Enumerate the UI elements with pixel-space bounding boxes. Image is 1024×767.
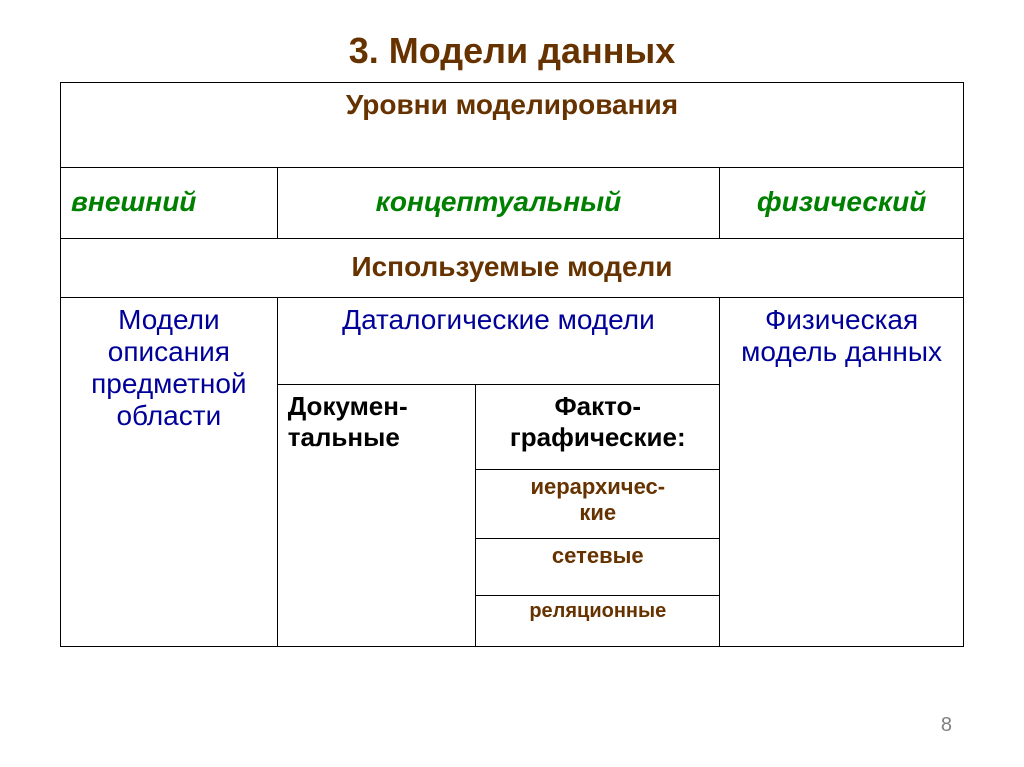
level-conceptual-text: концептуальный [376,186,622,217]
header-used-models: Используемые модели [61,239,964,298]
model-physical-text: Физическая модель данных [741,304,942,367]
level-physical: физический [720,168,964,239]
header-modeling-levels: Уровни моделирования [61,83,964,168]
model-hierarchical: иерархичес-кие [476,470,720,539]
page-number: 8 [941,714,952,737]
model-relational: реляционные [476,596,720,647]
model-factographic: Факто-графические: [476,385,720,470]
model-hierarchical-text: иерархичес-кие [530,474,665,525]
model-domain-description-text: Модели описания предметной области [91,304,246,431]
model-relational-text: реляционные [529,600,666,622]
model-datalogical: Даталогические модели [277,298,719,385]
slide: 3. Модели данных Уровни моделирования вн… [0,0,1024,767]
model-network-text: сетевые [552,543,644,568]
model-domain-description: Модели описания предметной области [61,298,278,647]
model-documentary: Докумен-тальные [277,385,476,647]
model-documentary-text: Докумен-тальные [288,391,408,452]
header-modeling-levels-text: Уровни моделирования [346,89,678,120]
models-table: Уровни моделирования внешний концептуаль… [60,82,964,647]
level-external-text: внешний [71,186,196,217]
level-conceptual: концептуальный [277,168,719,239]
model-datalogical-text: Даталогические модели [342,304,655,335]
model-factographic-text: Факто-графические: [510,391,686,452]
level-external: внешний [61,168,278,239]
model-physical: Физическая модель данных [720,298,964,647]
page-title: 3. Модели данных [60,30,964,72]
header-used-models-text: Используемые модели [351,251,672,282]
level-physical-text: физический [757,186,926,217]
model-network: сетевые [476,539,720,596]
